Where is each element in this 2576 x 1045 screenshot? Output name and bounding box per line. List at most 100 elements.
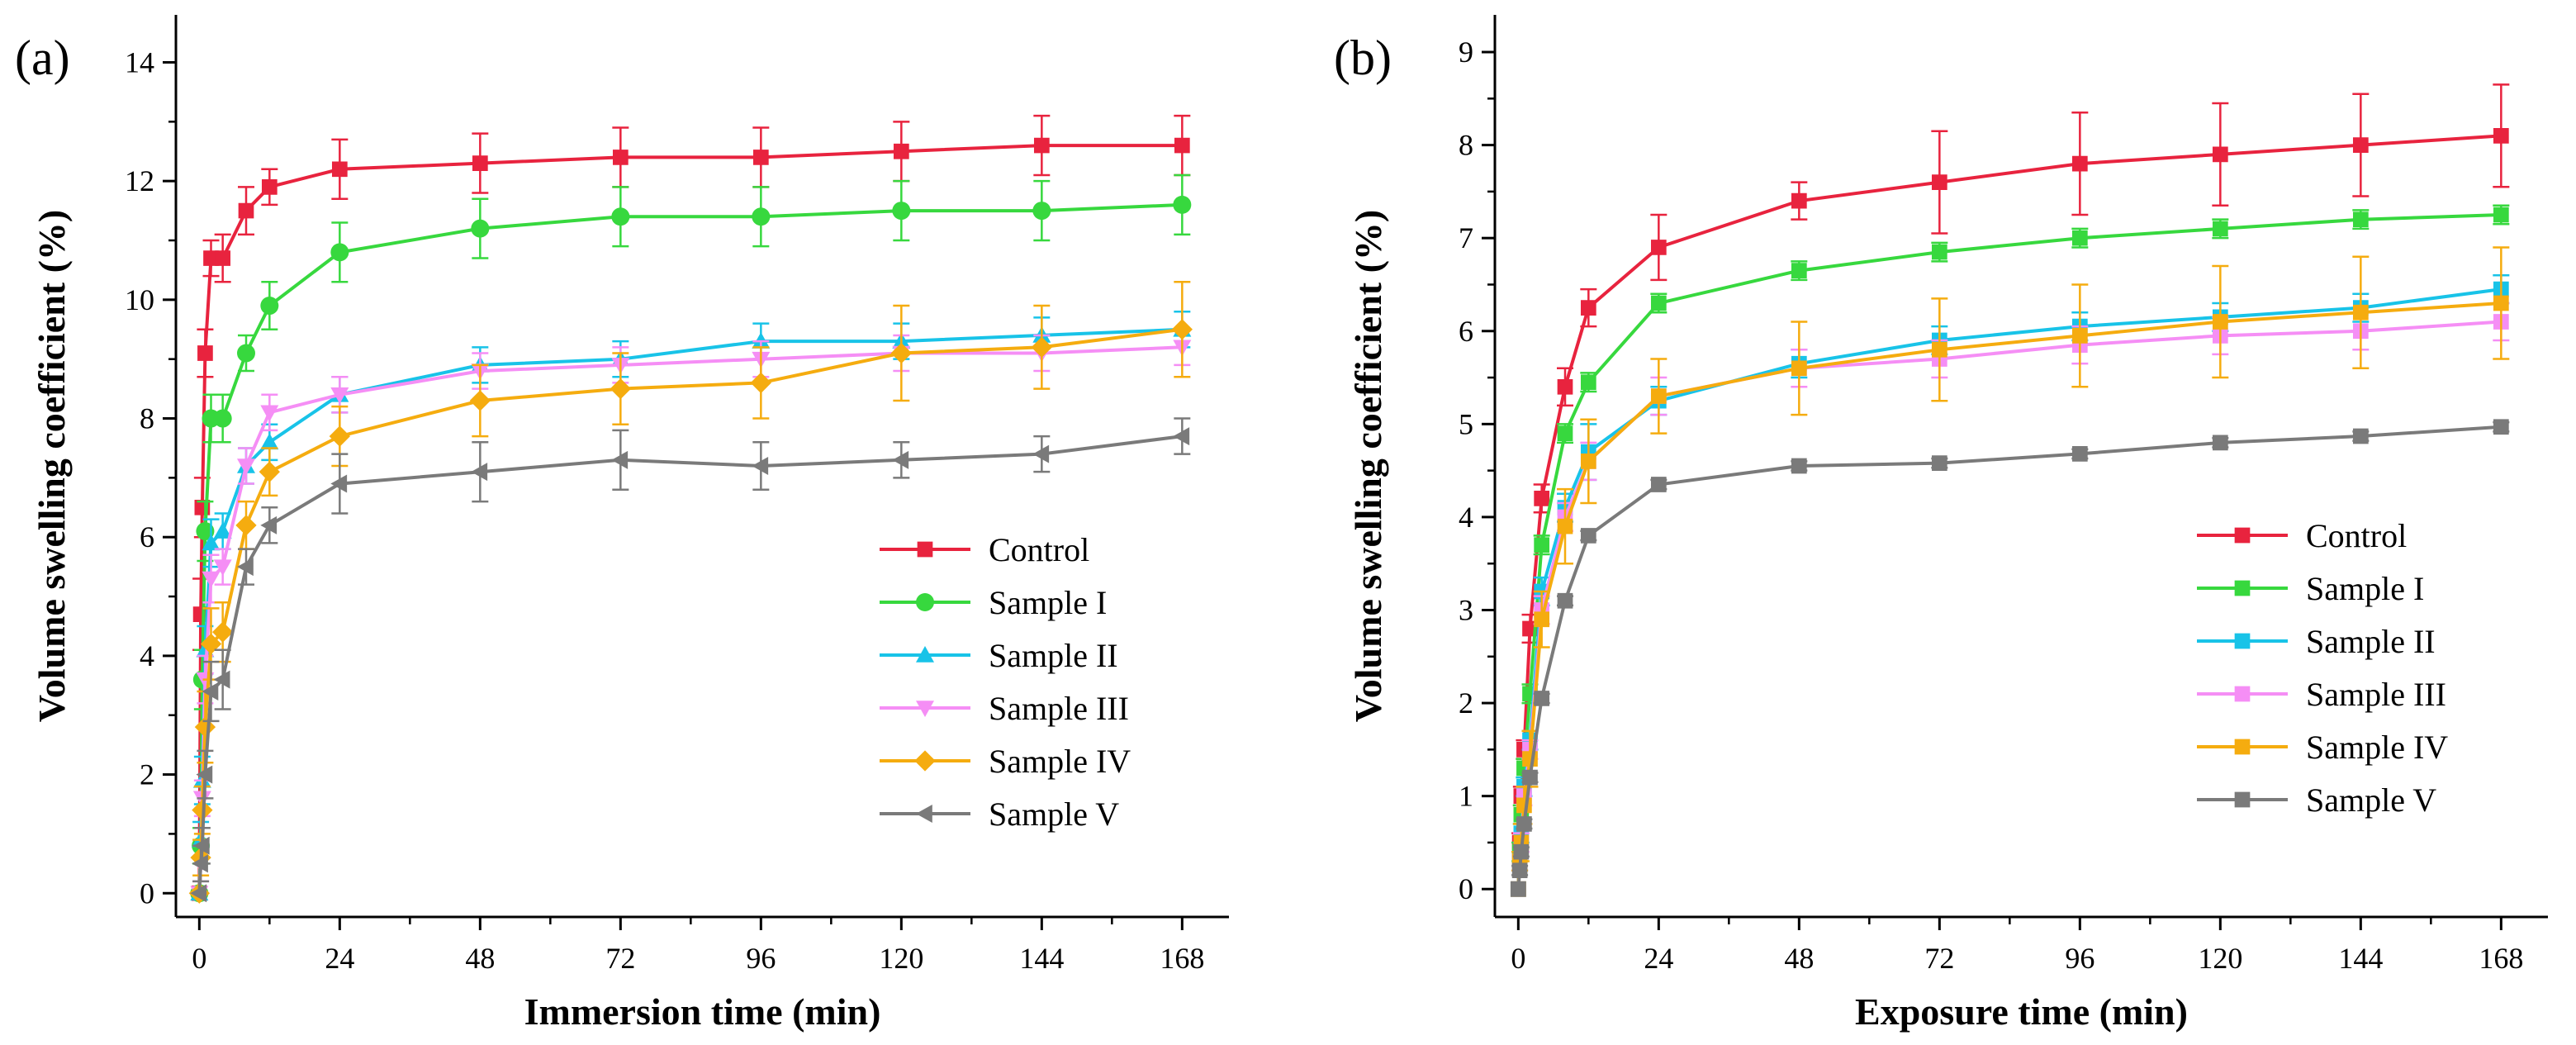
legend-label: Control [2306, 517, 2407, 554]
data-point [1932, 342, 1947, 358]
data-point [2353, 137, 2369, 153]
x-tick-label: 48 [465, 942, 495, 975]
data-point [2493, 419, 2509, 435]
x-tick-label: 24 [325, 942, 354, 975]
data-point [2493, 207, 2509, 223]
y-tick-label: 8 [140, 402, 154, 435]
data-point [1558, 519, 1573, 534]
legend-marker [2235, 686, 2251, 702]
data-point [610, 378, 631, 399]
legend-marker [2235, 581, 2251, 596]
data-point [1558, 593, 1573, 609]
data-point [1651, 296, 1667, 311]
data-point [2353, 429, 2369, 444]
legend: ControlSample ISample IISample IIISample… [880, 531, 1131, 833]
legend-entry: Sample III [880, 690, 1129, 727]
x-tick-label: 120 [2198, 942, 2242, 975]
figure: (a)0 24 48 72 96 120 144 16802468101214Immersio… [0, 0, 2576, 1045]
legend-marker [916, 805, 932, 823]
data-point [1651, 388, 1667, 404]
data-point [1791, 193, 1807, 209]
data-point [1651, 477, 1667, 492]
data-point [1932, 455, 1947, 471]
x-tick-label: 48 [1784, 942, 1814, 975]
y-tick-label: 12 [125, 164, 154, 197]
legend-label: Sample IV [2306, 729, 2448, 766]
x-tick-label: 168 [2479, 942, 2523, 975]
data-point [1172, 319, 1193, 340]
data-point [262, 179, 278, 195]
data-point [195, 716, 216, 737]
data-point [237, 344, 255, 363]
data-point [1534, 537, 1549, 553]
x-tick-label: 0 [192, 942, 206, 975]
legend-entry: Sample V [2197, 781, 2436, 819]
data-point [613, 150, 629, 165]
legend-entry: Sample V [880, 796, 1119, 833]
series-control [192, 116, 1190, 900]
data-point [197, 345, 213, 361]
data-point [1534, 611, 1549, 627]
legend-label: Sample II [989, 637, 1118, 674]
legend-entry: Sample III [2197, 676, 2446, 713]
data-point [894, 144, 909, 159]
data-point [752, 207, 770, 226]
data-point [1791, 263, 1807, 278]
legend-label: Sample III [989, 690, 1129, 727]
x-tick-label: 24 [1644, 942, 1673, 975]
y-tick-label: 4 [1459, 501, 1473, 534]
data-point [260, 433, 278, 449]
data-point [1581, 454, 1596, 469]
y-tick-label: 0 [1459, 872, 1473, 905]
panel-b-chart: (b) 0 24 48 72 96 120 144 168 0 1 2 3 4 5 6 7 8 9 Exposure … [1334, 15, 2548, 1033]
data-point [2493, 296, 2509, 311]
data-point [235, 515, 256, 535]
data-point [2072, 446, 2088, 462]
data-point [1558, 379, 1573, 395]
y-tick-label: 1 [1459, 780, 1473, 813]
y-tick-label: 5 [1459, 407, 1473, 440]
data-point [1581, 300, 1596, 316]
data-point [2493, 128, 2509, 144]
legend-label: Sample V [2306, 781, 2436, 819]
data-point [471, 220, 489, 238]
data-point [260, 406, 278, 422]
panel-a-chart: (a)0 24 48 72 96 120 144 16802468101214Immersio… [15, 15, 1229, 1033]
data-point [1558, 425, 1573, 441]
legend-label: Sample II [2306, 623, 2436, 660]
data-point [1514, 844, 1530, 860]
x-axis-title: Exposure time (min) [1855, 990, 2188, 1033]
data-point [1174, 138, 1190, 154]
data-point [1791, 360, 1807, 376]
data-point [2213, 435, 2228, 451]
data-point [332, 161, 348, 177]
y-tick-label: 7 [1459, 221, 1473, 254]
data-point [1516, 816, 1532, 832]
data-point [1651, 240, 1667, 255]
data-point [1534, 491, 1549, 506]
legend-entry: Control [880, 531, 1089, 568]
y-tick-label: 10 [125, 283, 154, 316]
legend-marker [918, 542, 933, 558]
x-tick-label: 96 [746, 942, 776, 975]
legend-entry: Sample I [2197, 570, 2424, 607]
y-tick-label: 2 [1459, 686, 1473, 720]
data-point [2072, 328, 2088, 344]
data-point [330, 243, 349, 261]
legend-entry: Sample II [2197, 623, 2436, 660]
y-tick-label: 4 [140, 639, 154, 672]
y-axis-title: Volume swelling coefficient (%) [31, 210, 73, 722]
legend-label: Sample V [989, 796, 1119, 833]
legend-marker [2235, 528, 2251, 544]
x-tick-label: 72 [1924, 942, 1954, 975]
data-point [259, 462, 280, 482]
legend-entry: Control [2197, 517, 2407, 554]
legend-entry: Sample II [880, 637, 1118, 674]
x-tick-label: 96 [2065, 942, 2094, 975]
legend-label: Sample IV [989, 743, 1131, 780]
y-tick-label: 2 [140, 758, 154, 791]
data-point [1522, 770, 1538, 786]
y-tick-label: 14 [125, 45, 154, 78]
x-tick-label: 168 [1160, 942, 1204, 975]
data-point [2213, 147, 2228, 163]
